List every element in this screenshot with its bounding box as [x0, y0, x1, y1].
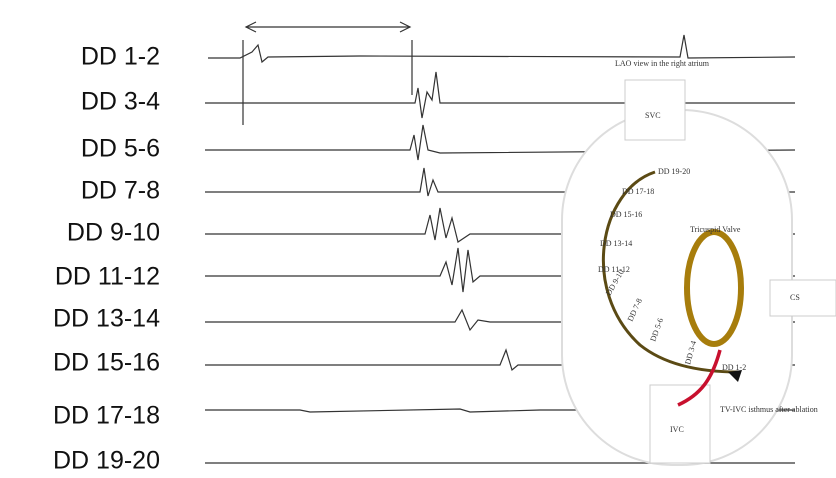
ivc-label: IVC [670, 425, 684, 434]
channel-label: DD 3-4 [81, 88, 160, 116]
electrode-label: DD 17-18 [622, 187, 654, 196]
cs-label: CS [790, 293, 800, 302]
isthmus-label: TV-IVC isthmus after ablation [720, 405, 818, 414]
channel-label: DD 13-14 [53, 305, 160, 333]
electrode-label: DD 1-2 [722, 363, 746, 372]
channel-label: DD 1-2 [81, 43, 160, 71]
electrode-label: DD 15-16 [610, 210, 642, 219]
channel-label: DD 17-18 [53, 402, 160, 430]
svc-label: SVC [645, 111, 661, 120]
timing-arrow [243, 22, 412, 125]
electrode-label: DD 19-20 [658, 167, 690, 176]
view-label: LAO view in the right atrium [615, 59, 710, 68]
valve-label: Tricuspid Valve [690, 225, 741, 234]
channel-label: DD 7-8 [81, 177, 160, 205]
electrode-label: DD 13-14 [600, 239, 632, 248]
channel-label: DD 15-16 [53, 349, 160, 377]
figure: DD 1-2 DD 3-4 DD 5-6 DD 7-8 DD 9-10 DD 1… [0, 0, 836, 478]
channel-label: DD 5-6 [81, 135, 160, 163]
channel-label: DD 11-12 [55, 263, 160, 291]
channel-label: DD 9-10 [67, 219, 160, 247]
channel-label: DD 19-20 [53, 447, 160, 475]
channel-labels: DD 1-2 DD 3-4 DD 5-6 DD 7-8 DD 9-10 DD 1… [53, 43, 160, 475]
